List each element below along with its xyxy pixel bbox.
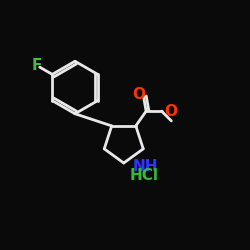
- Text: F: F: [32, 58, 42, 74]
- Text: O: O: [132, 87, 145, 102]
- Text: NH: NH: [132, 159, 158, 174]
- Text: HCl: HCl: [130, 168, 159, 184]
- Text: O: O: [164, 104, 177, 119]
